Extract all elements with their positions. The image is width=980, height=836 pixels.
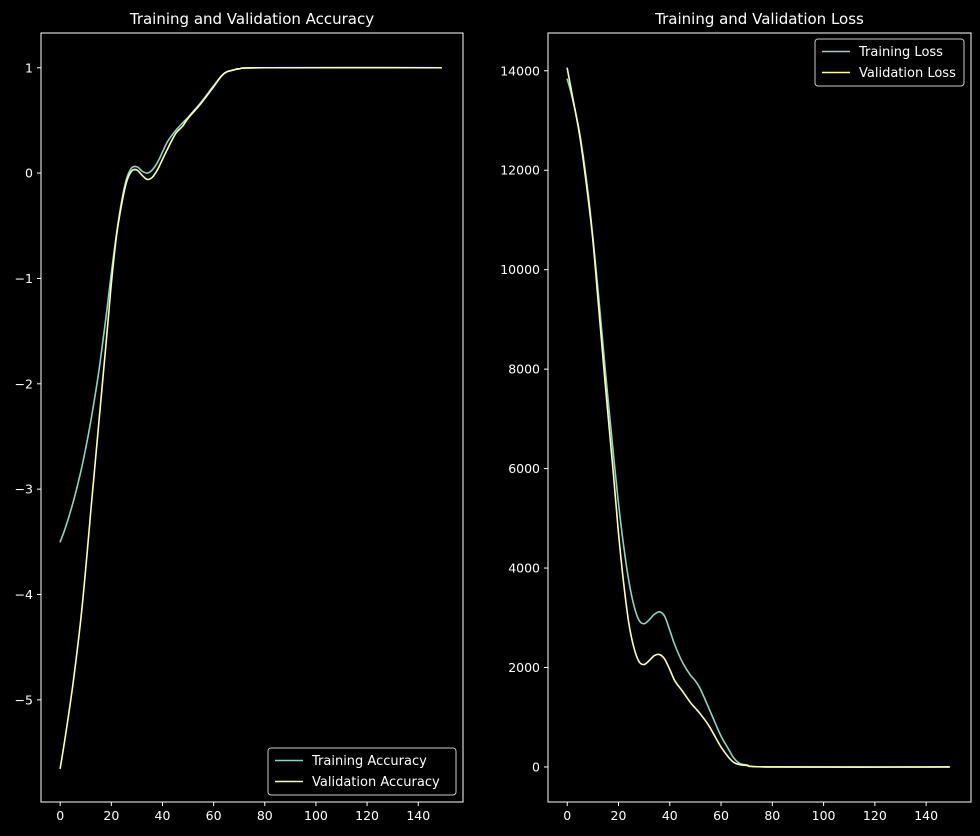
loss-legend: Training Loss Validation Loss (814, 38, 965, 87)
loss-x-tick-label: 140 (914, 808, 938, 823)
accuracy-x-tick-label: 80 (257, 808, 273, 823)
loss-x-tick-label: 20 (611, 808, 627, 823)
loss-y-tick-label: 8000 (508, 362, 540, 377)
accuracy-x-tick-label: 0 (56, 808, 64, 823)
loss-y-tick-label: 12000 (500, 163, 540, 178)
accuracy-y-tick-label: 1 (25, 60, 33, 75)
loss-y-tick-label: 4000 (508, 561, 540, 576)
loss-legend-label: Training Loss (858, 45, 943, 60)
loss-series-line-validation-loss (566, 67, 951, 768)
accuracy-y-tick-label: −2 (15, 376, 33, 391)
loss-y-tick-label: 0 (532, 759, 540, 774)
loss-x-tick-label: 120 (863, 808, 887, 823)
loss-plot-area (548, 33, 971, 802)
accuracy-series-line-validation-accuracy (59, 66, 443, 770)
accuracy-chart: Training and Validation Accuracy 0 20 40 60 8… (15, 10, 464, 823)
accuracy-x-tick-label: 40 (155, 808, 171, 823)
loss-x-tick-label: 100 (812, 808, 836, 823)
accuracy-x-tick-label: 140 (406, 808, 430, 823)
accuracy-legend: Training Accuracy Validation Accuracy (267, 747, 457, 796)
accuracy-y-tick-label: −3 (15, 482, 33, 497)
accuracy-x-tick-label: 100 (304, 808, 328, 823)
loss-chart: Training and Validation Loss 0 20 40 60 80 100… (500, 10, 972, 823)
loss-plot-frame (547, 32, 972, 803)
loss-x-tick-label: 80 (764, 808, 780, 823)
loss-series-line-training-loss (566, 78, 951, 768)
accuracy-chart-title: Training and Validation Accuracy (129, 10, 374, 28)
accuracy-y-tick-label: −1 (15, 271, 33, 286)
accuracy-legend-label: Training Accuracy (311, 754, 427, 769)
loss-y-tick-label: 2000 (508, 660, 540, 675)
accuracy-x-tick-label: 120 (355, 808, 379, 823)
accuracy-x-tick-label: 20 (103, 808, 119, 823)
loss-legend-label: Validation Loss (859, 66, 956, 81)
loss-x-tick-label: 40 (662, 808, 678, 823)
accuracy-legend-label: Validation Accuracy (312, 775, 440, 790)
accuracy-x-tick-label: 60 (206, 808, 222, 823)
loss-legend-box (814, 38, 965, 87)
loss-x-tick-label: 0 (563, 808, 571, 823)
accuracy-y-tick-label: −5 (15, 692, 33, 707)
accuracy-plot-frame (40, 32, 464, 803)
accuracy-y-tick-label: 0 (25, 166, 33, 181)
loss-y-tick-label: 14000 (500, 63, 540, 78)
accuracy-y-tick-label: −4 (15, 587, 33, 602)
loss-chart-title: Training and Validation Loss (654, 10, 864, 28)
accuracy-legend-box (267, 747, 457, 796)
loss-y-tick-label: 10000 (500, 262, 540, 277)
accuracy-plot-area (41, 33, 463, 802)
loss-x-tick-label: 60 (713, 808, 729, 823)
loss-y-tick-label: 6000 (508, 461, 540, 476)
